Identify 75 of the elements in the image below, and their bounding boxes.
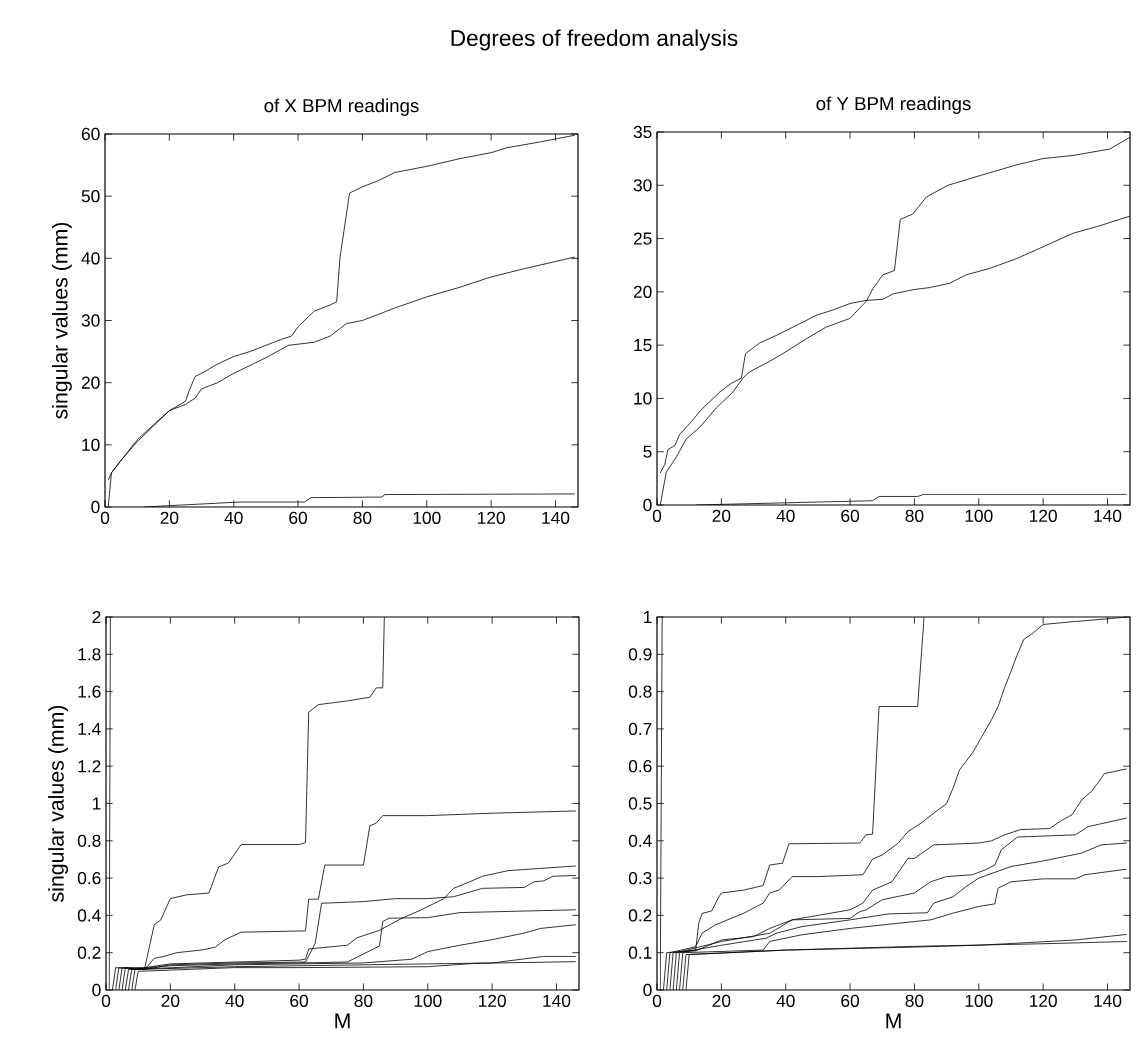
y-tick-label: 1.2: [78, 760, 101, 773]
y-tick-label: 1.6: [78, 685, 101, 698]
x-tick-label: 120: [1029, 994, 1057, 1007]
x-tick-label: 60: [841, 509, 860, 522]
x-tick-label: 20: [712, 509, 731, 522]
x-tick-label: 20: [712, 994, 731, 1007]
y-tick-label: 1.4: [78, 722, 101, 735]
y-tick-label: 1: [643, 611, 652, 623]
x-tick-label: 120: [478, 994, 506, 1007]
y-tick-label: 1: [92, 797, 101, 810]
x-tick-label: 80: [353, 511, 372, 524]
y-tick-label: 0.4: [628, 834, 652, 847]
y-tick-label: 0.7: [628, 722, 652, 736]
y-tick-label: 0: [643, 498, 652, 512]
y-tick-label: 35: [633, 125, 652, 139]
x-axis-title: M: [335, 1013, 350, 1029]
y-tick-label: 0: [643, 983, 652, 997]
x-tick-label: 100: [414, 994, 442, 1007]
y-tick-label: 0.2: [77, 946, 101, 959]
y-tick-label: 2: [92, 610, 101, 624]
y-tick-label: 15: [634, 339, 652, 352]
x-tick-label: 120: [1029, 509, 1057, 522]
x-tick-label: 40: [225, 994, 244, 1007]
x-tick-label: 100: [965, 509, 993, 522]
x-tick-label: 140: [542, 511, 570, 524]
chart-title: of X BPM readings: [264, 98, 419, 116]
y-tick-label: 0.8: [628, 685, 652, 698]
x-axis-title: M: [886, 1013, 901, 1029]
x-tick-label: 20: [161, 994, 180, 1007]
x-tick-label: 0: [100, 511, 110, 524]
x-tick-label: 0: [652, 994, 662, 1007]
y-tick-label: 40: [81, 252, 100, 265]
x-tick-label: 120: [477, 511, 505, 524]
y-tick-label: 0.6: [77, 871, 101, 885]
y-tick-label: 0.2: [628, 909, 652, 922]
x-tick-label: 60: [289, 511, 308, 524]
y-tick-label: 10: [634, 392, 652, 405]
x-tick-label: 40: [224, 511, 243, 524]
y-tick-label: 0.8: [77, 834, 101, 847]
y-axis-title: singular values (mm): [51, 222, 72, 419]
x-tick-label: 80: [905, 509, 924, 522]
y-tick-label: 0.9: [628, 648, 652, 661]
x-tick-label: 140: [543, 994, 571, 1007]
x-tick-label: 40: [776, 994, 795, 1007]
chart-title: of Y BPM readings: [816, 96, 971, 114]
y-tick-label: 30: [633, 179, 652, 192]
x-tick-label: 0: [652, 509, 662, 522]
x-tick-label: 140: [1094, 509, 1122, 522]
y-tick-label: 5: [643, 445, 652, 458]
x-tick-label: 140: [1094, 994, 1122, 1007]
x-tick-label: 80: [354, 994, 373, 1007]
x-tick-label: 60: [841, 994, 860, 1007]
x-tick-label: 100: [965, 994, 993, 1007]
x-tick-label: 60: [290, 994, 309, 1007]
text: Degrees of freedom analysis: [451, 29, 738, 51]
y-tick-label: 20: [81, 376, 100, 389]
y-tick-label: 0.6: [628, 760, 652, 773]
y-tick-label: 0.1: [628, 946, 652, 959]
y-tick-label: 50: [81, 190, 100, 203]
x-tick-label: 0: [101, 994, 111, 1007]
x-tick-label: 40: [776, 509, 795, 522]
x-tick-label: 20: [160, 511, 179, 524]
y-tick-label: 30: [81, 314, 100, 327]
x-tick-label: 80: [905, 994, 924, 1007]
x-tick-label: 100: [413, 511, 441, 524]
y-tick-label: 0.3: [628, 871, 652, 885]
y-tick-label: 25: [633, 232, 652, 245]
y-tick-label: 0: [92, 983, 101, 997]
y-tick-label: 10: [82, 438, 100, 451]
y-tick-label: 0.4: [77, 909, 101, 922]
y-tick-label: 60: [81, 127, 100, 141]
y-axis-title: singular values (mm): [48, 705, 69, 902]
y-tick-label: 0.5: [628, 797, 652, 810]
y-tick-label: 1.8: [78, 648, 101, 661]
y-tick-label: 20: [633, 285, 652, 298]
